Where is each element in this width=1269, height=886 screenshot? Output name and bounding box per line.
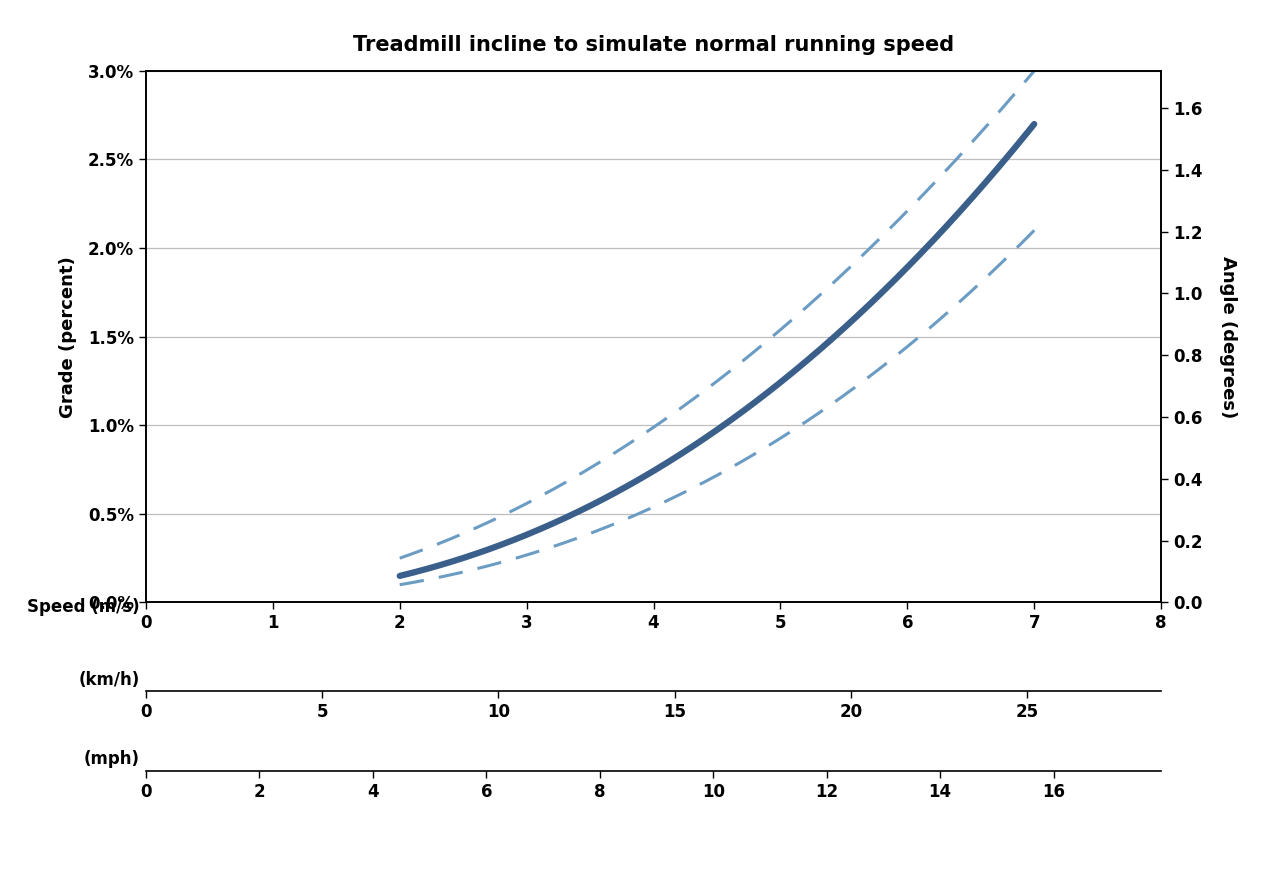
Text: (km/h): (km/h) — [79, 671, 140, 688]
Text: Speed (m/s): Speed (m/s) — [27, 598, 140, 616]
Text: (mph): (mph) — [84, 750, 140, 768]
Y-axis label: Angle (degrees): Angle (degrees) — [1220, 255, 1237, 418]
Y-axis label: Grade (percent): Grade (percent) — [58, 256, 77, 417]
Title: Treadmill incline to simulate normal running speed: Treadmill incline to simulate normal run… — [353, 35, 954, 56]
